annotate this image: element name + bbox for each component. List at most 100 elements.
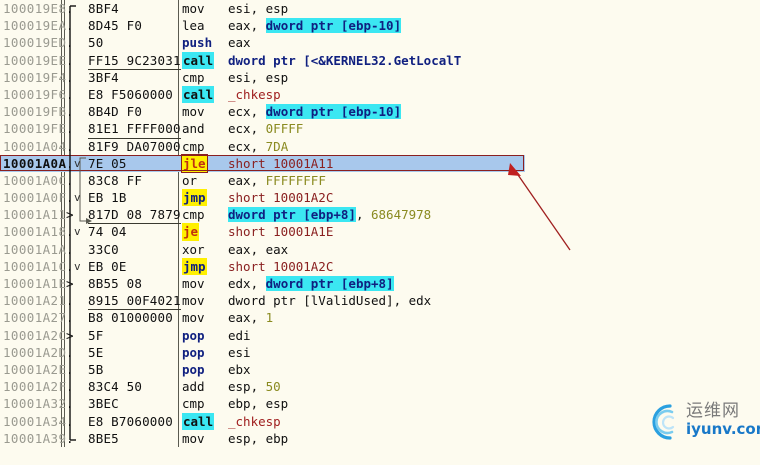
instruction-bytes: 5F: [88, 327, 103, 344]
instruction-address: 10001A21: [3, 292, 66, 309]
instruction-marker: .: [66, 344, 74, 361]
operand-token: edx,: [228, 276, 266, 291]
operand-token: _chkesp: [228, 414, 281, 429]
operand-token: FFFFFFFF: [266, 173, 326, 188]
operand-token: 10001A2C: [273, 259, 333, 274]
instruction-mnemonic: call: [182, 413, 214, 430]
instruction-address: 100019F6: [3, 86, 66, 103]
instruction-operands: ebx: [228, 361, 251, 378]
instruction-address: 10001A32: [3, 395, 66, 412]
instruction-bytes: 83C8 FF: [88, 172, 142, 189]
instruction-mnemonic: and: [182, 120, 205, 137]
instruction-mnemonic: cmp: [182, 138, 205, 155]
operand-token: ebx: [228, 362, 251, 377]
instruction-address: 100019EE: [3, 52, 66, 69]
operand-token: esp,: [228, 379, 266, 394]
operand-token: ,: [356, 207, 371, 222]
instruction-operands: esi, esp: [228, 69, 288, 86]
site-logo: 运维网 iyunv.com: [640, 400, 756, 444]
instruction-mnemonic: xor: [182, 241, 205, 258]
instruction-operands: ecx, dword ptr [ebp-10]: [228, 103, 401, 120]
instruction-bytes: 8915 00F4021: [88, 292, 181, 310]
instruction-marker: .: [66, 292, 74, 309]
instruction-address: 10001A1C: [3, 258, 66, 275]
operand-token: esi: [228, 345, 251, 360]
instruction-marker: .: [66, 34, 74, 51]
instruction-operands: eax, eax: [228, 241, 288, 258]
instruction-address: 10001A2D: [3, 344, 66, 361]
instruction-mnemonic: mov: [182, 275, 205, 292]
instruction-operands: eax: [228, 34, 251, 51]
operand-token: dword ptr [ebp+8]: [266, 276, 394, 291]
instruction-bytes: 817D 08 7879: [88, 206, 181, 224]
instruction-operands: short 10001A1E: [228, 223, 333, 240]
instruction-bytes: 3BEC: [88, 395, 119, 412]
jump-direction-marker: v: [74, 223, 81, 240]
instruction-bytes: FF15 9C23031: [88, 52, 181, 70]
logo-cn-text: 运维网: [686, 402, 760, 421]
instruction-address: 100019FE: [3, 120, 66, 137]
instruction-operands: short 10001A2C: [228, 258, 333, 275]
instruction-address: 100019ED: [3, 34, 66, 51]
swirl-icon: [640, 400, 686, 442]
instruction-bytes: 83C4 50: [88, 378, 142, 395]
instruction-bytes: 5E: [88, 344, 103, 361]
instruction-marker: .: [66, 413, 74, 430]
logo-en-text: iyunv.com: [686, 421, 760, 438]
instruction-bytes: 5B: [88, 361, 103, 378]
instruction-bytes: E8 F5060000: [88, 86, 173, 103]
instruction-mnemonic: cmp: [182, 206, 205, 223]
instruction-row[interactable]: 10001A2D. 5E pop esi: [0, 344, 525, 361]
instruction-mnemonic: call: [182, 52, 214, 69]
instruction-mnemonic: pop: [182, 327, 205, 344]
instruction-marker: .: [66, 138, 74, 155]
instruction-bytes: B8 01000000: [88, 309, 173, 326]
instruction-operands: eax, FFFFFFFF: [228, 172, 326, 189]
operand-token: 10001A1E: [273, 224, 333, 239]
logo-text: 运维网 iyunv.com: [686, 402, 760, 438]
instruction-marker: .: [66, 120, 74, 137]
jump-direction-marker: v: [74, 258, 81, 275]
instruction-marker: .: [66, 52, 74, 69]
instruction-marker: >: [66, 206, 74, 223]
operand-token: edi: [228, 328, 251, 343]
instruction-address: 100019F4: [3, 69, 66, 86]
instruction-mnemonic: mov: [182, 430, 205, 447]
operand-token: dword ptr [lValidUsed], edx: [228, 293, 431, 308]
instruction-bytes: EB 0E: [88, 258, 127, 275]
jump-direction-marker: v: [74, 155, 81, 172]
instruction-marker: .: [66, 241, 74, 258]
operand-token: eax: [228, 35, 251, 50]
instruction-mnemonic: pop: [182, 344, 205, 361]
operand-token: esi, esp: [228, 70, 288, 85]
operand-token: ecx,: [228, 104, 266, 119]
instruction-operands: eax, 1: [228, 309, 273, 326]
